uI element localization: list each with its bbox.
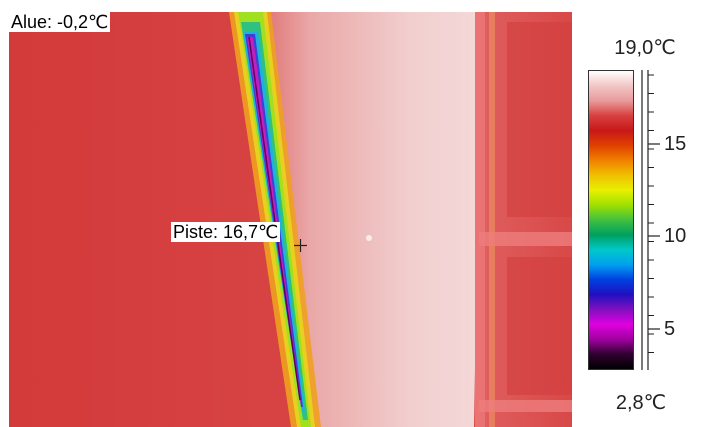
tick-label-10: 10	[664, 225, 687, 247]
area-temperature-label: Alue: -0,2℃	[9, 12, 111, 32]
tick-label-5: 5	[664, 318, 676, 340]
scale-min-label: 2,8℃	[615, 392, 667, 414]
hot-spot	[366, 235, 372, 241]
scale-axis	[641, 70, 660, 370]
scale-max-label: 19,0℃	[614, 37, 676, 59]
crosshair-icon	[294, 239, 307, 252]
thermal-image	[9, 12, 572, 427]
panel-region	[254, 12, 481, 427]
spot-temperature-label: Piste: 16,7℃	[171, 222, 281, 242]
tick-label-15: 15	[664, 133, 687, 155]
color-scale-bar	[588, 70, 634, 370]
